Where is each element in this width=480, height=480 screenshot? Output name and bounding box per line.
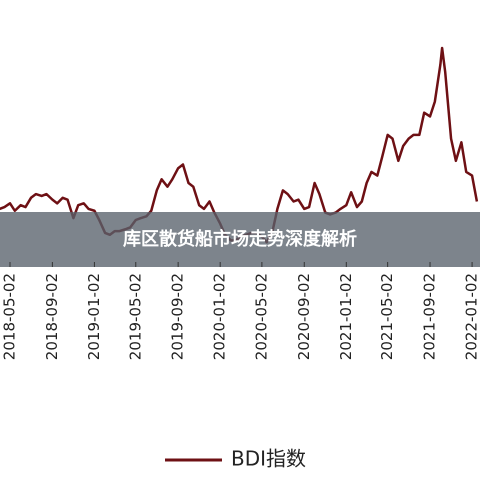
x-tick-label: 2020-09-02: [295, 273, 313, 360]
x-tick-label: 2021-09-02: [421, 273, 439, 360]
x-tick-label: 2019-01-02: [85, 273, 103, 360]
x-tick-label: 2019-05-02: [126, 273, 144, 360]
x-tick-label: 2021-01-02: [337, 273, 355, 360]
x-tick-label: 2022-01-02: [463, 273, 480, 360]
x-tick-label: 2018-05-02: [0, 273, 18, 360]
x-tick-label: 2020-01-02: [211, 273, 229, 360]
title-banner: [0, 212, 480, 267]
x-tick-label: 2018-09-02: [43, 273, 61, 360]
x-tick-label: 2021-05-02: [378, 273, 396, 360]
banner-title: 库区散货船市场走势深度解析: [123, 228, 357, 250]
x-tick-label: 2019-09-02: [169, 273, 187, 360]
x-tick-label: 2020-05-02: [252, 273, 270, 360]
legend-label: BDI指数: [231, 447, 306, 471]
